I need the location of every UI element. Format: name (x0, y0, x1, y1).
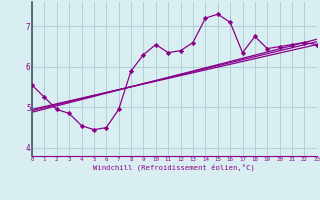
X-axis label: Windchill (Refroidissement éolien,°C): Windchill (Refroidissement éolien,°C) (93, 164, 255, 171)
